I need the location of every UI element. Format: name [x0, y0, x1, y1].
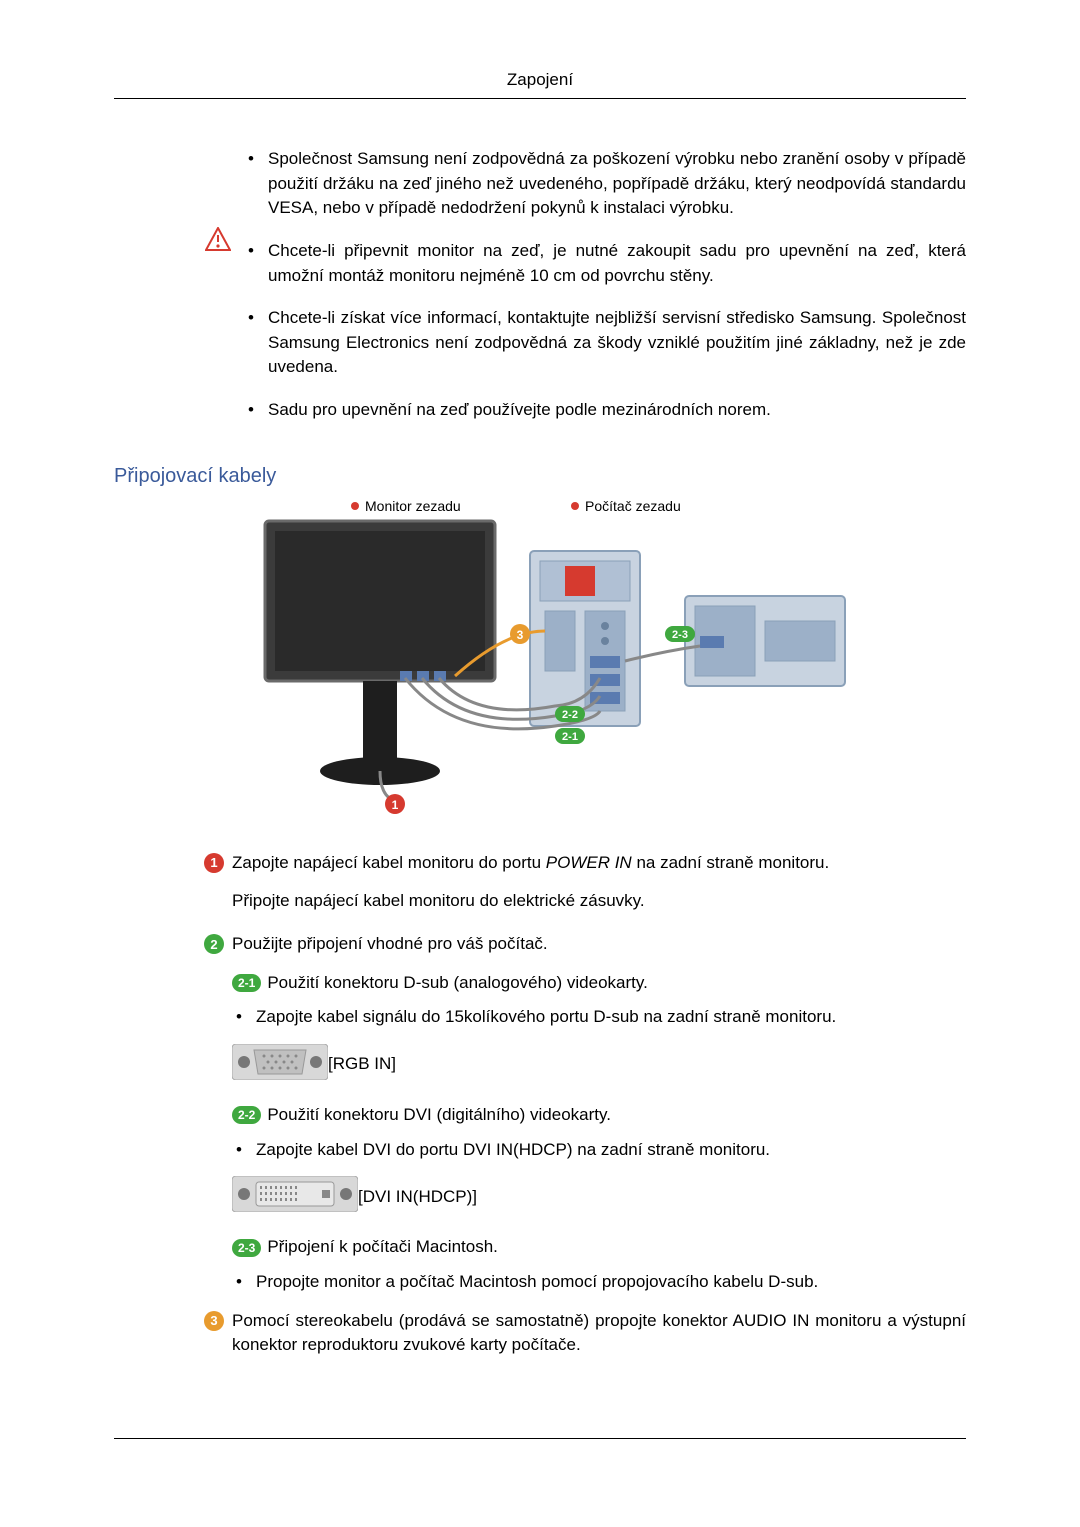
- legend-right: Počítač zezadu: [585, 498, 681, 514]
- connection-diagram: Monitor zezadu Počítač zezadu: [114, 496, 966, 821]
- step-2-2-bullet: Zapojte kabel DVI do portu DVI IN(HDCP) …: [232, 1138, 966, 1163]
- warning-list: Společnost Samsung není zodpovědná za po…: [244, 147, 966, 441]
- step-1-text: Zapojte napájecí kabel monitoru do portu…: [232, 851, 966, 876]
- svg-text:2-2: 2-2: [562, 709, 578, 721]
- diagram-badge-2-1: 2-1: [555, 728, 585, 744]
- step-2-3-bullet: Propojte monitor a počítač Macintosh pom…: [232, 1270, 966, 1295]
- dvi-connector-icon: [232, 1176, 358, 1217]
- svg-text:2-3: 2-3: [672, 629, 688, 641]
- step-2-text: Použijte připojení vhodné pro váš počíta…: [232, 932, 966, 957]
- svg-text:1: 1: [392, 798, 399, 812]
- diagram-badge-2-3: 2-3: [665, 626, 695, 642]
- step-2-1-text: Použití konektoru D-sub (analogového) vi…: [267, 971, 648, 996]
- diagram-badge-1: 1: [385, 794, 405, 814]
- warning-item: Chcete-li získat více informací, kontakt…: [244, 306, 966, 380]
- dvi-label: [DVI IN(HDCP)]: [358, 1187, 477, 1207]
- step-2-2-text: Použití konektoru DVI (digitálního) vide…: [267, 1103, 611, 1128]
- svg-text:2-1: 2-1: [562, 731, 578, 743]
- warning-item: Společnost Samsung není zodpovědná za po…: [244, 147, 966, 221]
- legend-left: Monitor zezadu: [365, 498, 461, 514]
- vga-label: [RGB IN]: [328, 1054, 396, 1074]
- step-badge-1: 1: [204, 853, 224, 873]
- sub-badge-2-3: 2-3: [232, 1239, 261, 1257]
- page-header-title: Zapojení: [114, 70, 966, 90]
- vga-connector-icon: [232, 1044, 328, 1085]
- footer-rule: [114, 1438, 966, 1439]
- diagram-badge-2-2: 2-2: [555, 706, 585, 722]
- diagram-badge-3: 3: [510, 624, 530, 644]
- header-rule: [114, 98, 966, 99]
- warning-item: Sadu pro upevnění na zeď používejte podl…: [244, 398, 966, 423]
- warning-item: Chcete-li připevnit monitor na zeď, je n…: [244, 239, 966, 288]
- step-1-sub: Připojte napájecí kabel monitoru do elek…: [232, 889, 966, 914]
- section-heading: Připojovací kabely: [114, 465, 966, 488]
- step-badge-3: 3: [204, 1311, 224, 1331]
- svg-text:3: 3: [517, 628, 524, 642]
- step-2-3-text: Připojení k počítači Macintosh.: [267, 1235, 498, 1260]
- warning-icon: [205, 227, 231, 251]
- step-2-1-bullet: Zapojte kabel signálu do 15kolíkového po…: [232, 1005, 966, 1030]
- sub-badge-2-1: 2-1: [232, 974, 261, 992]
- step-badge-2: 2: [204, 934, 224, 954]
- sub-badge-2-2: 2-2: [232, 1106, 261, 1124]
- step-3-text: Pomocí stereokabelu (prodává se samostat…: [232, 1309, 966, 1358]
